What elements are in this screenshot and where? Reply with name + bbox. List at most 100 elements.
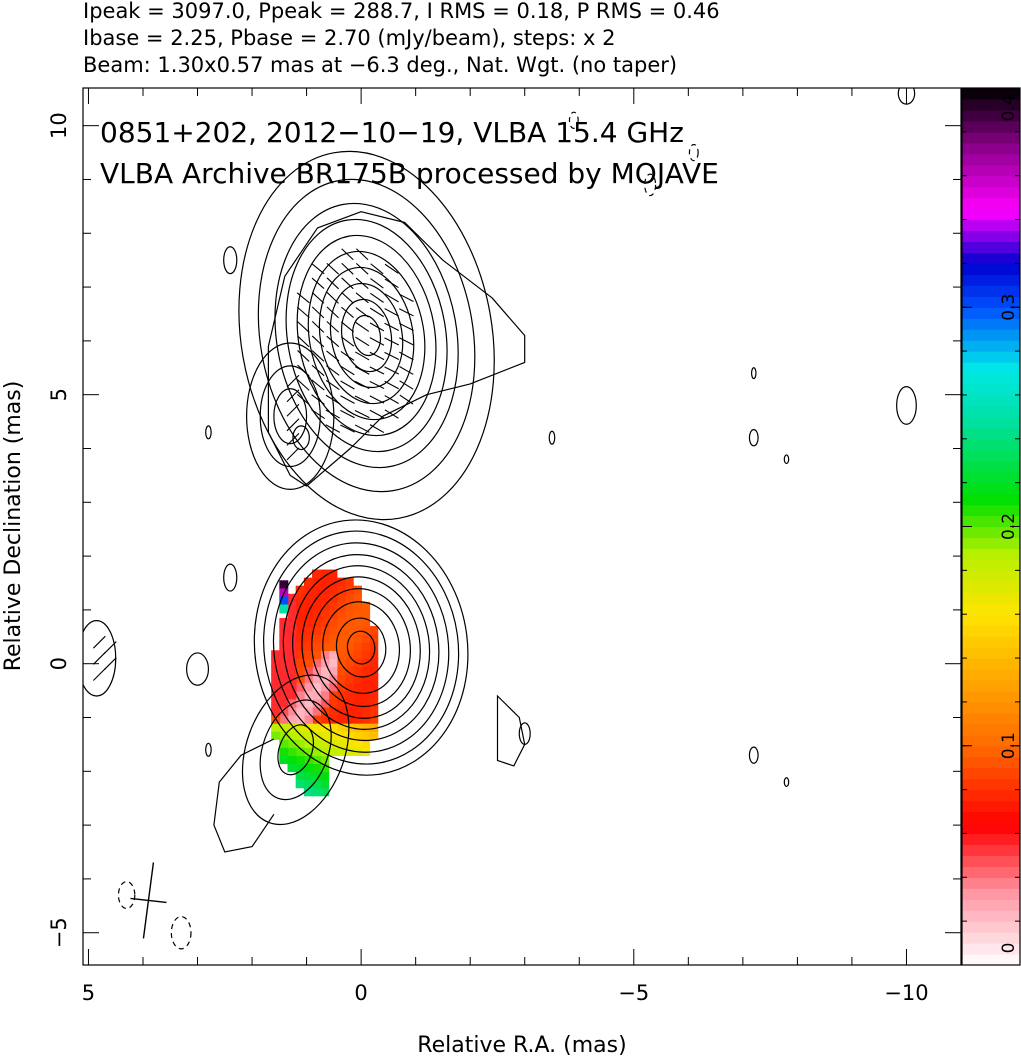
polarization-pixel xyxy=(320,771,330,781)
evpa-vector xyxy=(399,337,414,346)
polarization-pixel xyxy=(303,585,313,595)
polarization-pixel xyxy=(336,722,346,732)
polarization-pixel xyxy=(328,634,338,643)
colorbar-cell xyxy=(962,559,1020,571)
polarization-pixel xyxy=(320,763,330,773)
polarization-pixel xyxy=(361,730,371,740)
y-tick-label: −5 xyxy=(47,917,71,948)
polarization-pixel xyxy=(344,593,354,603)
polarization-pixel xyxy=(295,666,305,676)
evpa-vector xyxy=(369,351,385,361)
colorbar-cell xyxy=(962,844,1020,856)
polarization-pixel xyxy=(336,706,346,716)
polarization-pixel xyxy=(328,739,338,748)
evpa-vector xyxy=(369,409,385,419)
colorbar-cell xyxy=(962,296,1020,308)
polarization-pixel xyxy=(295,747,305,756)
polarization-pixel xyxy=(287,706,297,716)
colorbar-cell xyxy=(962,307,1020,319)
polarization-pixel xyxy=(369,666,379,676)
colorbar-cell xyxy=(962,647,1020,659)
polarization-pixel xyxy=(295,722,305,732)
polarization-pixel xyxy=(279,698,289,708)
polarization-pixel xyxy=(328,642,338,652)
colorbar-cell xyxy=(962,351,1020,363)
intensity-contour-island xyxy=(750,367,757,380)
colorbar-cell xyxy=(962,943,1020,955)
colorbar-cell xyxy=(962,449,1020,462)
polarization-pixel xyxy=(344,747,354,756)
evpa-vector xyxy=(399,293,414,302)
evpa-vector xyxy=(384,366,400,375)
polarization-pixel xyxy=(279,706,289,716)
polarization-pixel xyxy=(328,722,338,732)
colorbar-cell xyxy=(962,789,1020,802)
polarization-pixel xyxy=(303,609,313,619)
polarization-pixel xyxy=(361,642,371,652)
polarization-pixel xyxy=(369,682,379,692)
polarization-pixel xyxy=(320,730,330,740)
polarization-pixel xyxy=(303,739,313,748)
polarization-pixel xyxy=(295,585,305,595)
polarization-pixel xyxy=(312,690,322,700)
colorbar-cell xyxy=(962,548,1020,560)
polarization-pixel xyxy=(312,755,322,765)
polarization-pixel xyxy=(312,787,322,797)
evpa-vector xyxy=(384,293,399,303)
polarization-pixel xyxy=(328,569,338,579)
polarization-pixel xyxy=(336,617,346,627)
polarization-pixel xyxy=(295,763,305,773)
evpa-vector xyxy=(384,409,399,419)
intensity-contour xyxy=(352,314,382,357)
polarization-pixel xyxy=(271,690,281,700)
polarization-pixel xyxy=(295,698,305,708)
polarization-pixel xyxy=(295,634,305,643)
colorbar-tick-label: 0.3 xyxy=(999,294,1019,321)
evpa-vector xyxy=(384,263,399,274)
polarization-pixel xyxy=(344,739,354,748)
intensity-contour xyxy=(267,211,526,487)
polarization-pixel xyxy=(287,642,297,652)
polarization-pixel xyxy=(320,650,330,660)
polarization-pixel xyxy=(328,601,338,611)
polarization-pixel xyxy=(328,747,338,756)
polarization-pixel xyxy=(295,779,305,789)
polarization-pixel xyxy=(303,626,313,635)
polarization-pixel xyxy=(361,690,371,700)
polarization-pixel xyxy=(361,698,371,708)
polarization-pixel xyxy=(312,609,322,619)
colorbar-cell xyxy=(962,329,1020,341)
evpa-vector xyxy=(356,248,369,261)
colorbar-cell xyxy=(962,98,1020,111)
chart-subtitle: VLBA Archive BR175B processed by MOJAVE xyxy=(100,157,719,190)
polarization-pixel xyxy=(336,626,346,635)
polarization-pixel xyxy=(279,730,289,740)
polarization-pixel xyxy=(303,650,313,660)
evpa-vector xyxy=(286,418,300,432)
polarization-pixel xyxy=(369,722,379,732)
polarization-pixel xyxy=(320,755,330,765)
intensity-contour-island xyxy=(83,620,117,697)
polarization-pixel xyxy=(320,747,330,756)
colorbar-cell xyxy=(962,833,1020,846)
colorbar-cell xyxy=(962,690,1020,703)
colorbar-cell xyxy=(962,263,1020,275)
polarization-pixel xyxy=(303,706,313,716)
polarization-pixel xyxy=(287,666,297,676)
intensity-contour xyxy=(318,266,415,405)
beam-marker xyxy=(130,862,167,939)
polarization-pixel xyxy=(279,604,289,614)
colorbar-cell xyxy=(962,515,1020,528)
polarization-pixel xyxy=(328,698,338,708)
colorbar-cell xyxy=(962,954,1020,966)
colorbar-cell xyxy=(962,570,1020,582)
evpa-vector xyxy=(92,668,106,681)
polarization-pixel xyxy=(279,580,289,590)
evpa-vector xyxy=(340,321,355,333)
polarization-pixel xyxy=(295,658,305,668)
polarization-pixel xyxy=(303,642,313,652)
intensity-contour xyxy=(213,738,275,853)
polarization-pixel xyxy=(336,642,346,652)
polarization-pixel xyxy=(303,658,313,668)
polarization-pixel xyxy=(344,706,354,716)
